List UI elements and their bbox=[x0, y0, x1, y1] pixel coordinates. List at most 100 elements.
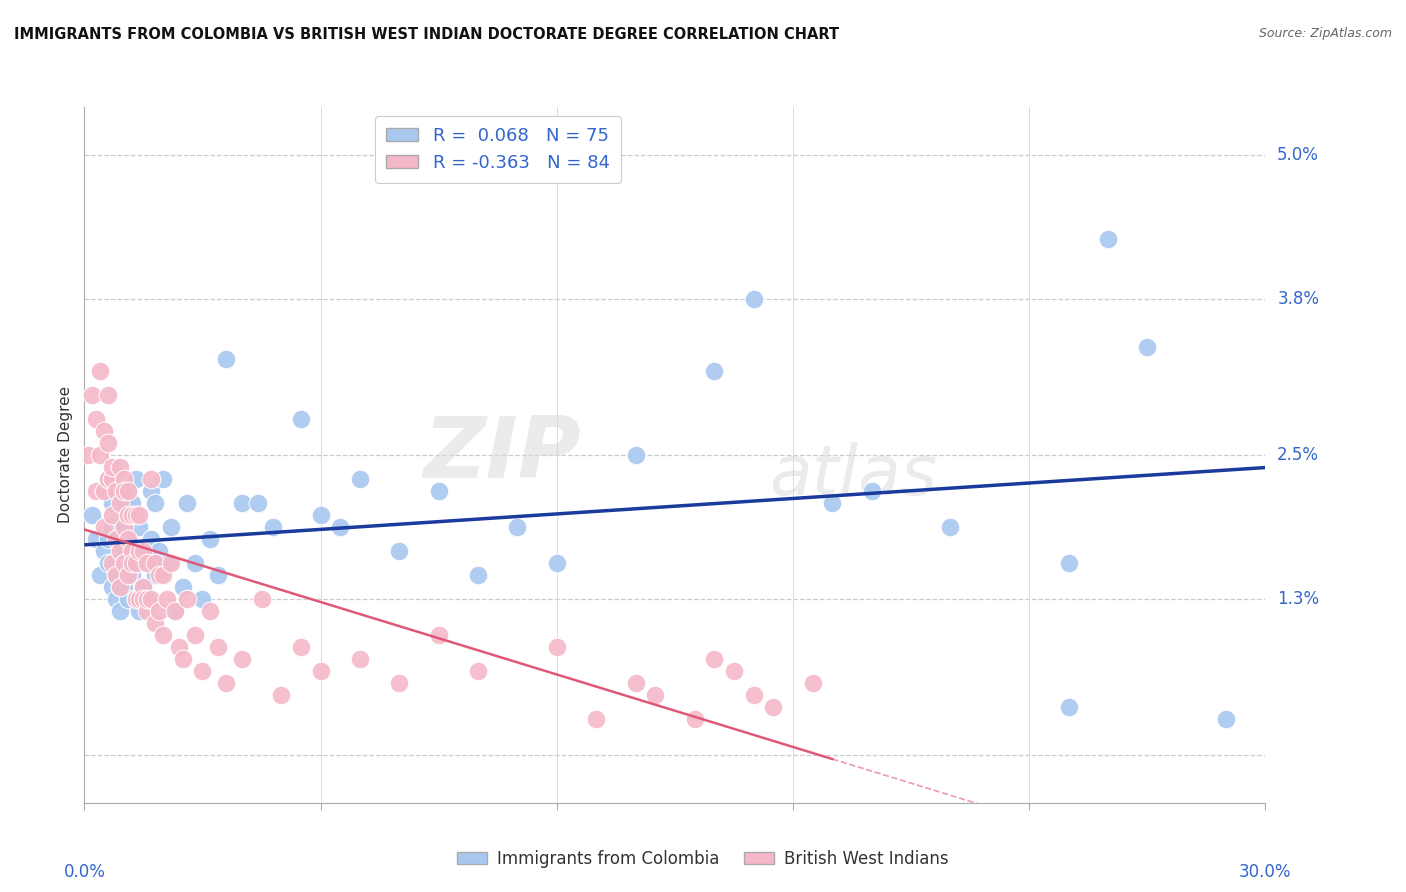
Point bbox=[801, 676, 824, 690]
Point bbox=[93, 483, 115, 498]
Point bbox=[349, 652, 371, 666]
Point bbox=[97, 532, 120, 546]
Point bbox=[215, 351, 238, 366]
Point bbox=[207, 567, 229, 582]
Point bbox=[200, 604, 222, 618]
Point bbox=[104, 532, 127, 546]
Point bbox=[939, 520, 962, 534]
Point bbox=[506, 520, 529, 534]
Point bbox=[89, 364, 111, 378]
Point bbox=[163, 604, 186, 618]
Point bbox=[624, 676, 647, 690]
Point bbox=[112, 556, 135, 570]
Point bbox=[108, 604, 131, 618]
Point bbox=[860, 483, 883, 498]
Point bbox=[128, 508, 150, 522]
Point bbox=[112, 544, 135, 558]
Point bbox=[112, 472, 135, 486]
Point bbox=[1215, 712, 1237, 726]
Point bbox=[82, 508, 104, 522]
Point bbox=[121, 496, 143, 510]
Point bbox=[152, 628, 174, 642]
Point bbox=[329, 520, 352, 534]
Point bbox=[683, 712, 706, 726]
Point bbox=[262, 520, 284, 534]
Point bbox=[167, 640, 190, 654]
Point bbox=[270, 688, 292, 702]
Point bbox=[136, 604, 159, 618]
Point bbox=[132, 544, 155, 558]
Point bbox=[121, 508, 143, 522]
Point bbox=[172, 580, 194, 594]
Point bbox=[141, 532, 163, 546]
Point bbox=[77, 448, 100, 462]
Point bbox=[121, 544, 143, 558]
Point bbox=[141, 472, 163, 486]
Point bbox=[388, 676, 411, 690]
Point bbox=[128, 604, 150, 618]
Point bbox=[132, 591, 155, 606]
Point bbox=[124, 591, 146, 606]
Point bbox=[183, 628, 205, 642]
Point bbox=[172, 652, 194, 666]
Point bbox=[101, 508, 124, 522]
Point bbox=[132, 580, 155, 594]
Point bbox=[160, 556, 183, 570]
Text: 3.8%: 3.8% bbox=[1277, 290, 1319, 308]
Point bbox=[156, 556, 179, 570]
Point bbox=[104, 567, 127, 582]
Point bbox=[89, 567, 111, 582]
Point bbox=[546, 640, 568, 654]
Point bbox=[97, 388, 120, 402]
Point bbox=[742, 688, 765, 702]
Point bbox=[124, 472, 146, 486]
Point bbox=[97, 556, 120, 570]
Point bbox=[207, 640, 229, 654]
Text: 2.5%: 2.5% bbox=[1277, 446, 1319, 464]
Point bbox=[112, 483, 135, 498]
Point bbox=[467, 567, 489, 582]
Point bbox=[136, 591, 159, 606]
Point bbox=[821, 496, 844, 510]
Point bbox=[104, 483, 127, 498]
Point bbox=[108, 459, 131, 474]
Point bbox=[148, 544, 170, 558]
Point bbox=[121, 556, 143, 570]
Point bbox=[136, 556, 159, 570]
Point bbox=[742, 292, 765, 306]
Point bbox=[84, 483, 107, 498]
Point bbox=[121, 544, 143, 558]
Point bbox=[143, 556, 166, 570]
Point bbox=[1136, 340, 1159, 354]
Point bbox=[585, 712, 607, 726]
Point bbox=[176, 591, 198, 606]
Point bbox=[93, 483, 115, 498]
Legend: R =  0.068   N = 75, R = -0.363   N = 84: R = 0.068 N = 75, R = -0.363 N = 84 bbox=[375, 116, 620, 183]
Point bbox=[124, 556, 146, 570]
Point bbox=[97, 472, 120, 486]
Point bbox=[101, 556, 124, 570]
Point bbox=[97, 472, 120, 486]
Point bbox=[117, 532, 139, 546]
Point bbox=[148, 567, 170, 582]
Point bbox=[309, 508, 332, 522]
Point bbox=[117, 567, 139, 582]
Point bbox=[82, 388, 104, 402]
Point bbox=[200, 532, 222, 546]
Point bbox=[191, 591, 214, 606]
Point bbox=[143, 496, 166, 510]
Point bbox=[101, 496, 124, 510]
Point bbox=[132, 580, 155, 594]
Point bbox=[128, 544, 150, 558]
Text: Source: ZipAtlas.com: Source: ZipAtlas.com bbox=[1258, 27, 1392, 40]
Point bbox=[136, 591, 159, 606]
Point bbox=[141, 591, 163, 606]
Point bbox=[176, 496, 198, 510]
Point bbox=[136, 544, 159, 558]
Point bbox=[93, 544, 115, 558]
Point bbox=[112, 556, 135, 570]
Text: ZIP: ZIP bbox=[423, 413, 581, 497]
Text: atlas: atlas bbox=[769, 442, 938, 509]
Point bbox=[141, 483, 163, 498]
Point bbox=[290, 412, 312, 426]
